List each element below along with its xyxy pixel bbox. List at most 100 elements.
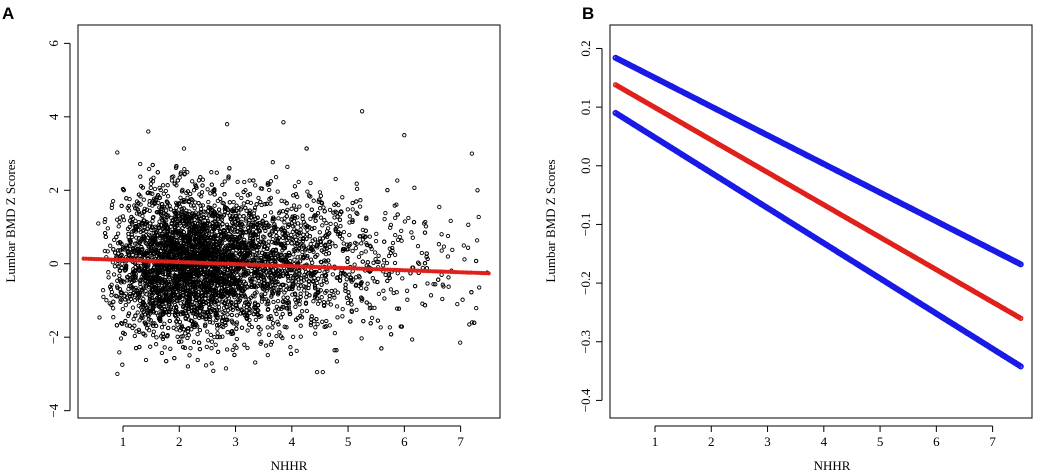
scatter-point — [239, 248, 245, 253]
scatter-point — [290, 284, 296, 289]
scatter-point — [308, 241, 313, 247]
scatter-point — [188, 345, 193, 351]
scatter-point — [151, 214, 156, 220]
scatter-point — [340, 195, 345, 200]
scatter-point — [146, 190, 151, 195]
scatter-point — [317, 190, 323, 195]
scatter-point — [266, 316, 272, 322]
scatter-point — [101, 294, 106, 300]
scatter-point — [336, 202, 341, 208]
scatter-point — [183, 331, 188, 336]
scatter-point — [185, 364, 191, 369]
scatter-point — [266, 332, 272, 337]
scatter-point — [279, 198, 284, 203]
scatter-point — [199, 190, 205, 195]
scatter-point — [247, 178, 252, 183]
scatter-point — [163, 188, 168, 194]
scatter-point — [325, 300, 331, 305]
scatter-point — [419, 250, 424, 256]
scatter-point — [225, 330, 230, 335]
scatter-point — [317, 298, 322, 304]
scatter-point — [201, 209, 207, 214]
scatter-point — [247, 322, 252, 327]
scatter-point — [157, 185, 162, 191]
scatter-point — [247, 192, 253, 197]
scatter-point — [327, 323, 332, 328]
scatter-point — [461, 243, 466, 248]
scatter-point — [258, 266, 263, 272]
scatter-point — [104, 298, 109, 303]
scatter-point — [282, 220, 287, 225]
scatter-point — [347, 214, 352, 219]
scatter-point — [291, 247, 296, 253]
scatter-point — [323, 233, 328, 239]
scatter-point — [150, 332, 156, 338]
scatter-point — [129, 286, 134, 291]
scatter-point — [322, 209, 327, 214]
scatter-point — [230, 305, 235, 310]
scatter-point — [126, 203, 132, 209]
scatter-point — [260, 285, 266, 290]
scatter-point — [192, 280, 197, 285]
scatter-point — [105, 226, 110, 231]
scatter-point — [370, 276, 375, 281]
scatter-point — [205, 187, 210, 192]
scatter-point — [150, 191, 155, 196]
scatter-point — [385, 278, 390, 284]
scatter-point — [229, 215, 234, 220]
scatter-point — [298, 223, 304, 228]
scatter-point — [367, 302, 372, 307]
scatter-point — [162, 321, 167, 326]
scatter-point — [186, 304, 192, 309]
scatter-point — [375, 259, 380, 264]
scatter-point — [340, 236, 345, 241]
scatter-point — [382, 296, 387, 301]
scatter-point — [254, 290, 259, 295]
scatter-point — [186, 333, 191, 338]
scatter-point — [151, 329, 156, 334]
scatter-point — [321, 205, 326, 210]
scatter-point — [289, 206, 294, 212]
scatter-point — [423, 224, 429, 229]
scatter-point — [296, 179, 301, 185]
scatter-point — [132, 298, 138, 303]
scatter-point — [265, 325, 270, 330]
scatter-point — [111, 299, 116, 304]
scatter-point — [277, 209, 283, 214]
scatter-point — [318, 215, 324, 220]
scatter-point — [356, 254, 362, 260]
scatter-point — [103, 234, 108, 240]
scatter-point — [257, 250, 262, 255]
scatter-point — [410, 337, 415, 342]
scatter-point — [372, 250, 378, 255]
scatter-point — [345, 255, 350, 261]
scatter-point — [293, 304, 298, 309]
scatter-point — [140, 228, 145, 234]
scatter-point — [330, 272, 335, 277]
scatter-point — [123, 302, 128, 308]
scatter-point — [236, 210, 241, 215]
scatter-point — [207, 319, 213, 325]
scatter-point — [150, 321, 155, 326]
scatter-point — [126, 208, 132, 213]
scatter-point — [279, 268, 285, 273]
scatter-point — [118, 299, 123, 304]
scatter-point — [314, 316, 319, 322]
scatter-point — [165, 194, 171, 199]
scatter-point — [332, 330, 338, 336]
scatter-point — [316, 276, 321, 281]
scatter-point — [203, 310, 208, 315]
scatter-point — [250, 252, 256, 257]
scatter-point — [382, 216, 387, 222]
scatter-point — [256, 195, 261, 201]
scatter-point — [103, 217, 108, 222]
scatter-point — [424, 251, 429, 256]
scatter-point — [287, 309, 292, 314]
scatter-point — [182, 172, 187, 177]
scatter-point — [347, 232, 352, 238]
scatter-point — [110, 306, 116, 311]
scatter-point — [226, 176, 231, 181]
scatter-point — [198, 203, 203, 208]
scatter-point — [169, 215, 174, 221]
scatter-point — [347, 272, 352, 277]
